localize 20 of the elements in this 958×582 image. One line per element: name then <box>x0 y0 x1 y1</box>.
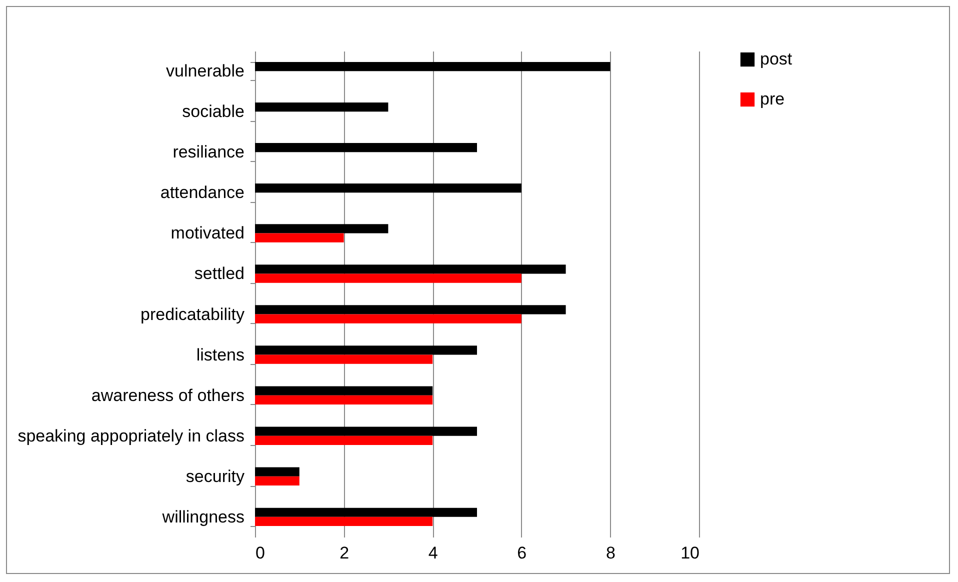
legend-label: pre <box>760 90 785 108</box>
x-tick-label: 8 <box>606 544 616 562</box>
x-tick-label: 4 <box>428 544 438 562</box>
y-tick-label: sociable <box>182 102 244 122</box>
y-tick-label: attendance <box>160 183 244 202</box>
y-tick-label: resiliance <box>172 142 244 162</box>
x-tick-label: 10 <box>680 544 700 562</box>
y-tick-label: willingness <box>161 507 244 526</box>
y-tick-label: predicatability <box>140 304 245 324</box>
y-tick-label: listens <box>196 345 244 364</box>
x-tick-label: 0 <box>256 544 265 562</box>
legend-label: post <box>760 50 792 68</box>
y-tick-label: vulnerable <box>166 62 244 81</box>
x-tick-label: 2 <box>340 544 350 562</box>
y-tick-label: awareness of others <box>91 386 244 405</box>
x-tick-label: 6 <box>517 544 527 562</box>
y-tick-label: settled <box>194 264 244 284</box>
y-tick-label: motivated <box>170 224 244 243</box>
y-tick-label: security <box>186 466 245 486</box>
y-tick-label: speaking appopriately in class <box>18 426 244 446</box>
